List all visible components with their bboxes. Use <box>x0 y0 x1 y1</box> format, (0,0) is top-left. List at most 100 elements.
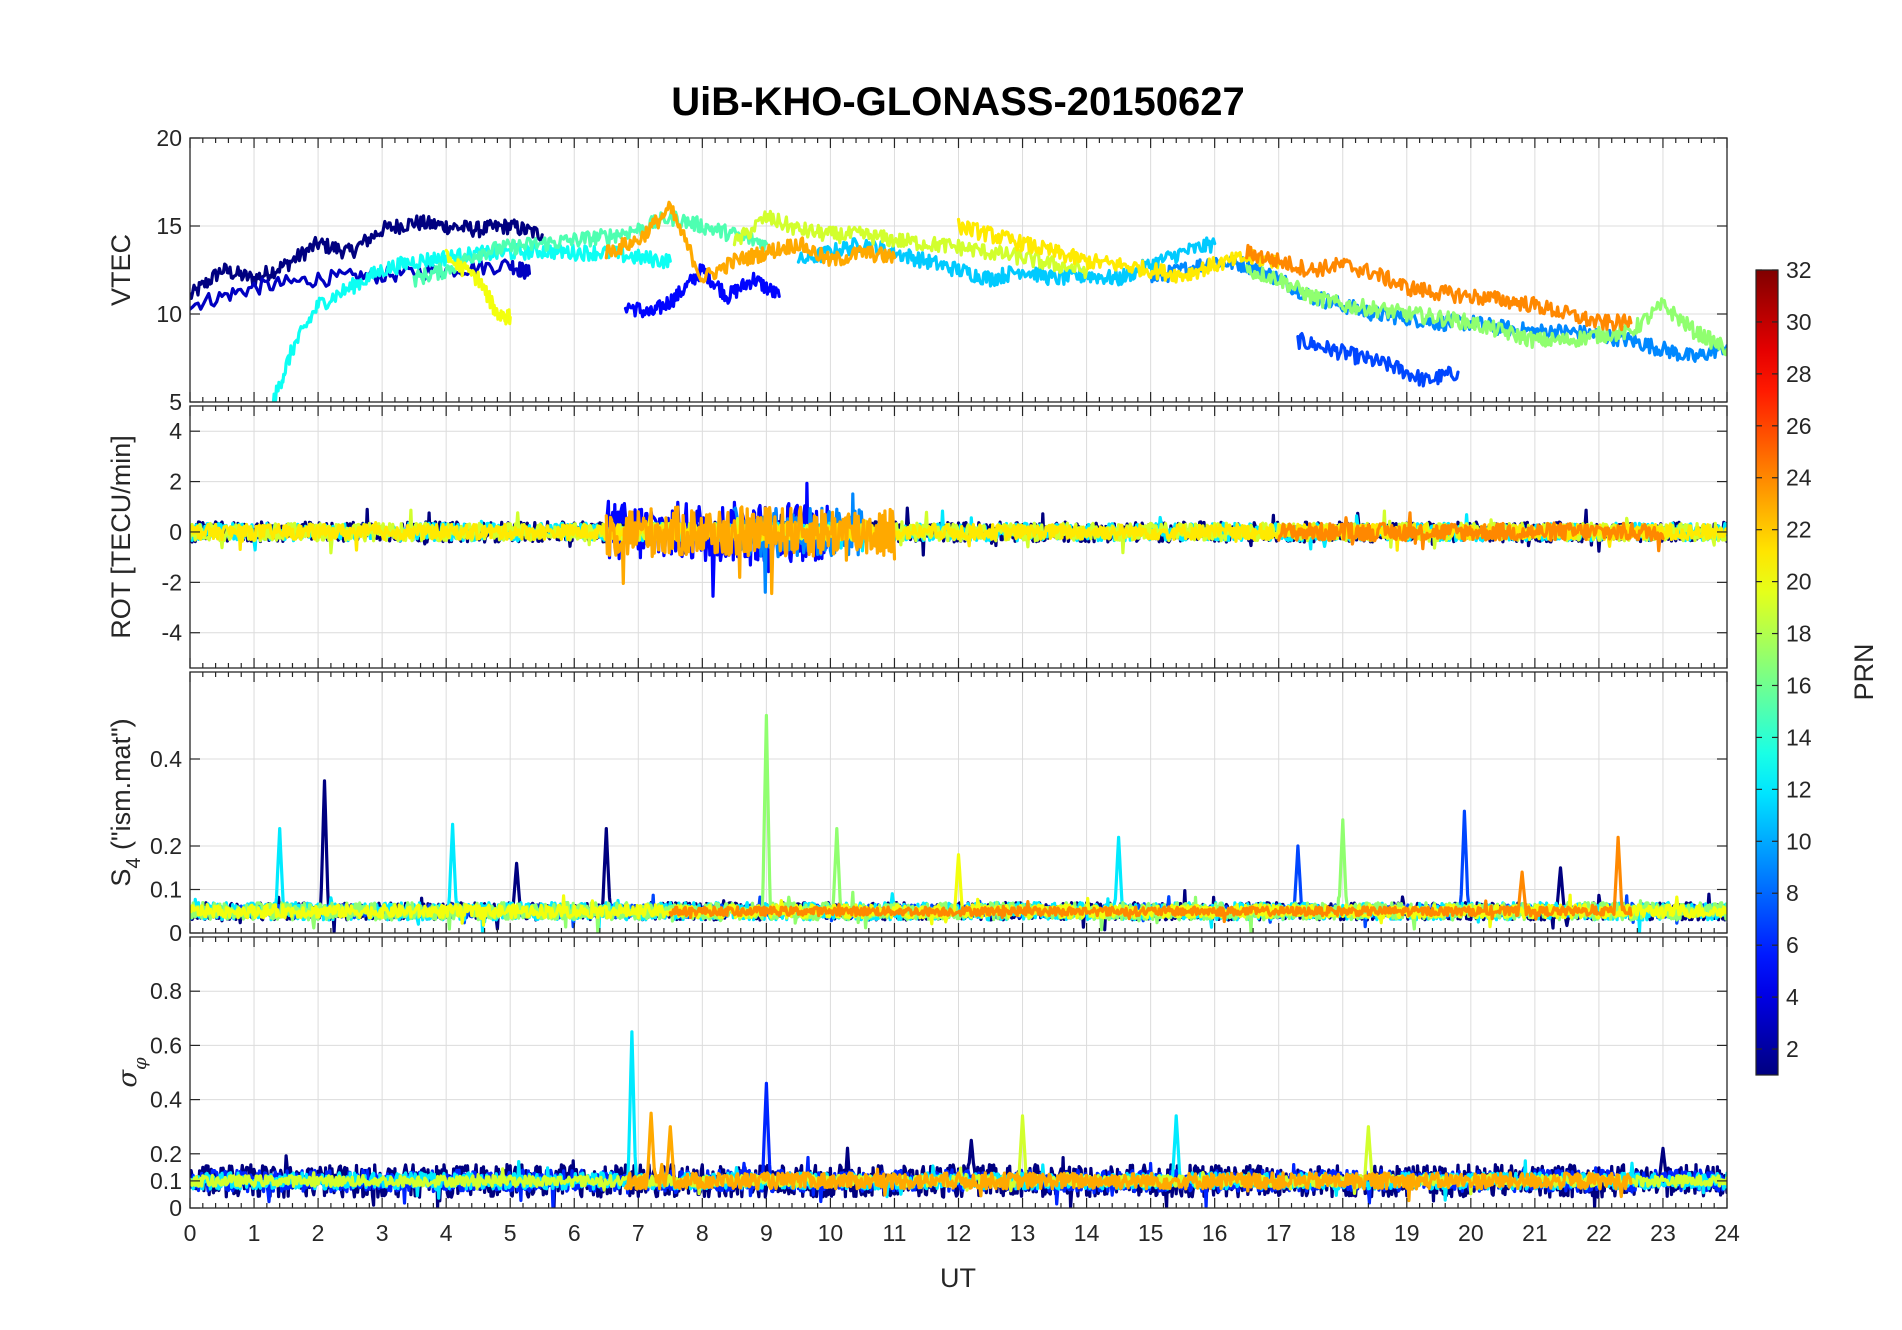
y-tick-label-rot: -2 <box>162 569 182 595</box>
x-tick-label: 1 <box>248 1220 261 1246</box>
y-tick-label-vtec: 15 <box>156 213 182 239</box>
series-group-sigma_phi <box>190 1030 1727 1208</box>
x-tick-label: 8 <box>696 1220 709 1246</box>
y-tick-label-sigma_phi: 0 <box>169 1195 182 1221</box>
colorbar-tick-label: 12 <box>1786 776 1812 802</box>
y-tick-label-sigma_phi: 0.6 <box>150 1032 182 1058</box>
x-tick-label: 22 <box>1586 1220 1612 1246</box>
colorbar-tick-label: 32 <box>1786 257 1812 283</box>
series-prn-23-vtec <box>604 200 897 284</box>
colorbar-gradient <box>1755 269 1779 1076</box>
panel-sigma_phi: 00.10.2 0.4 0.6 0.8 σφ <box>113 936 1728 1221</box>
x-tick-label: 21 <box>1522 1220 1548 1246</box>
colorbar-tick-label: 22 <box>1786 517 1812 543</box>
panel-vtec: 5 10 15 20 VTEC <box>106 125 1728 415</box>
x-tick-label: 13 <box>1010 1220 1036 1246</box>
series-prn-9-vtec <box>1149 254 1727 363</box>
series-group-vtec <box>190 200 1727 402</box>
y-tick-label-rot: -4 <box>162 620 183 646</box>
y-tick-label-rot: 4 <box>169 418 182 444</box>
y-tick-label-sigma_phi: 0.8 <box>150 978 182 1004</box>
y-tick-label-sigma_phi: 0.2 <box>150 1141 182 1167</box>
x-tick-label: 10 <box>818 1220 844 1246</box>
panel-rot: -4 -2 0 2 4 ROT [TECU/min] <box>106 405 1728 669</box>
x-tick-label: 14 <box>1074 1220 1100 1246</box>
series-prn-23-rot <box>604 505 897 596</box>
x-tick-label: 17 <box>1266 1220 1292 1246</box>
y-axis-label-vtec: VTEC <box>106 234 136 306</box>
y-axis-label-s4: S4 ("ism.mat") <box>106 718 145 886</box>
x-tick-label: 15 <box>1138 1220 1164 1246</box>
y-tick-label-s4: 0.1 <box>150 877 182 903</box>
colorbar-tick-label: 28 <box>1786 361 1812 387</box>
chart-title: UiB-KHO-GLONASS-20150627 <box>671 80 1245 124</box>
colorbar-tick-label: 30 <box>1786 309 1812 335</box>
x-tick-label: 4 <box>440 1220 453 1246</box>
series-prn-1-vtec <box>190 214 544 300</box>
y-tick-label-s4: 0 <box>169 920 182 946</box>
colorbar-tick-label: 8 <box>1786 880 1799 906</box>
series-group-s4 <box>190 713 1727 933</box>
ticks-vtec <box>189 137 1728 403</box>
y-tick-label-s4: 0.4 <box>150 746 182 772</box>
x-tick-label: 19 <box>1394 1220 1420 1246</box>
series-prn-15-vtec <box>412 209 768 288</box>
series-prn-24-rot <box>1277 511 1665 553</box>
x-tick-label: 24 <box>1714 1220 1740 1246</box>
y-tick-label-sigma_phi: 0.4 <box>150 1087 182 1113</box>
x-tick-label: 6 <box>568 1220 581 1246</box>
ticks-rot <box>189 406 1728 668</box>
y-tick-label-vtec: 20 <box>156 125 182 151</box>
y-tick-label-rot: 2 <box>169 469 182 495</box>
colorbar-tick-label: 2 <box>1786 1036 1799 1062</box>
series-prn-7-vtec <box>1296 332 1460 388</box>
colorbar-tick-label: 20 <box>1786 569 1812 595</box>
series-prn-24-s4 <box>668 835 1633 924</box>
series-prn-19-vtec <box>732 209 1089 279</box>
ticks-s4 <box>189 672 1728 934</box>
x-tick-label: 3 <box>376 1220 389 1246</box>
colorbar-tick-label: 10 <box>1786 828 1812 854</box>
y-axis-label-sigma_phi: σφ <box>113 1057 151 1088</box>
colorbar-tick-label: 24 <box>1786 465 1812 491</box>
x-tick-label: 16 <box>1202 1220 1228 1246</box>
y-axis-label-rot: ROT [TECU/min] <box>106 435 136 639</box>
y-tick-label-vtec: 10 <box>156 301 182 327</box>
colorbar-tick-label: 6 <box>1786 932 1799 958</box>
colorbar-tick-label: 4 <box>1786 984 1799 1010</box>
series-prn-24-vtec <box>1245 243 1633 332</box>
x-axis-label: UT <box>940 1263 976 1293</box>
x-tick-label: 5 <box>504 1220 517 1246</box>
x-tick-label: 23 <box>1650 1220 1676 1246</box>
series-prn-3-vtec <box>190 258 531 311</box>
x-tick-label: 11 <box>883 1220 907 1246</box>
x-tick-label: 18 <box>1330 1220 1356 1246</box>
series-prn-21-vtec <box>956 217 1281 284</box>
series-group-rot <box>190 481 1727 598</box>
x-tick-label: 20 <box>1458 1220 1484 1246</box>
ticks-sigma_phi <box>189 937 1728 1209</box>
x-tick-label: 2 <box>312 1220 325 1246</box>
colorbar-tick-label: 26 <box>1786 413 1812 439</box>
y-tick-label-rot: 0 <box>169 519 182 545</box>
series-prn-5-vtec <box>623 263 781 319</box>
colorbar-tick-label: 16 <box>1786 672 1812 698</box>
colorbar-tick-label: 18 <box>1786 621 1812 647</box>
colorbar-tick-label: 14 <box>1786 724 1812 750</box>
series-prn-17-vtec <box>1245 264 1727 357</box>
y-tick-label-s4: 0.2 <box>150 833 182 859</box>
series-prn-20-vtec <box>444 248 512 326</box>
colorbar-label: PRN <box>1849 643 1879 700</box>
x-tick-label: 9 <box>760 1220 773 1246</box>
x-tick-label: 7 <box>632 1220 645 1246</box>
series-prn-19-sigma_phi <box>190 1114 1727 1196</box>
x-tick-label: 0 <box>184 1220 197 1246</box>
y-tick-label-vtec: 5 <box>169 389 182 415</box>
x-tick-label: 12 <box>946 1220 972 1246</box>
grid-s4 <box>189 672 1728 934</box>
series-prn-23-sigma_phi <box>623 1111 1633 1203</box>
panel-s4: 0 0.1 0.2 0.4S4 ("ism.mat") <box>106 671 1728 946</box>
